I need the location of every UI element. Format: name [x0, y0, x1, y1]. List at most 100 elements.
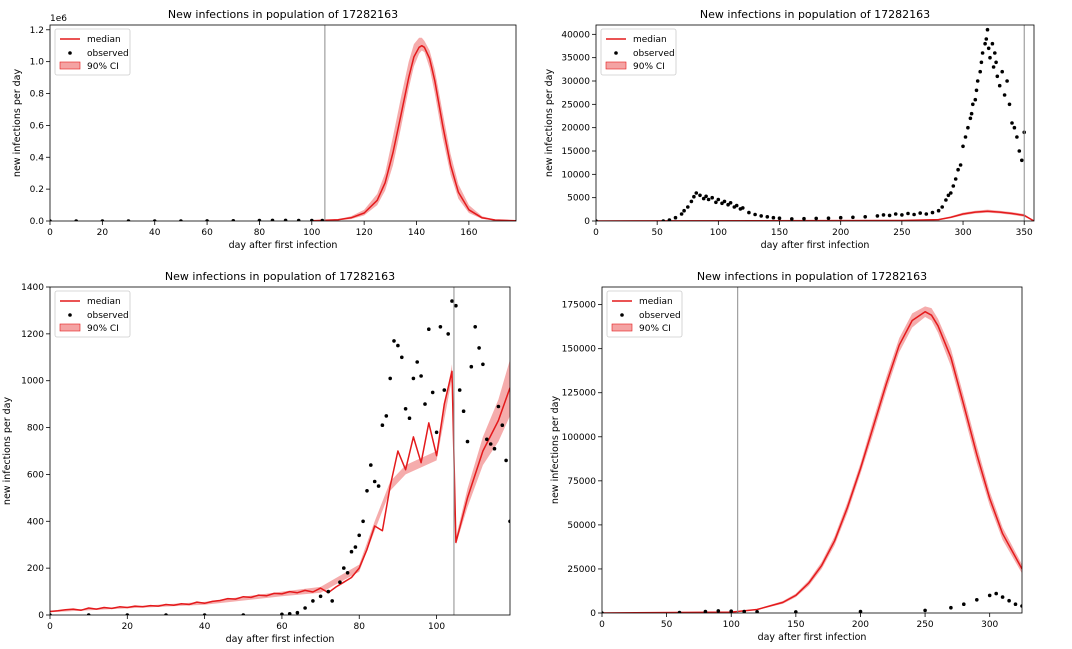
observed-point — [403, 407, 408, 411]
observed-point — [703, 609, 708, 613]
observed-point — [596, 219, 598, 221]
legend-ci-label: 90% CI — [87, 62, 119, 72]
observed-point — [508, 519, 510, 524]
observed-point — [974, 88, 979, 93]
y-tick-label: 175000 — [562, 301, 597, 311]
observed-point — [710, 195, 714, 200]
observed-point — [949, 191, 953, 195]
observed-point — [179, 219, 183, 221]
legend-ci-label: 90% CI — [87, 324, 119, 334]
observed-point — [975, 79, 980, 83]
observed-point — [419, 374, 423, 378]
observed-point — [492, 446, 497, 451]
observed-point — [488, 442, 493, 446]
y-tick-label: 50000 — [567, 521, 596, 531]
observed-point — [434, 430, 439, 435]
observed-point — [504, 458, 508, 463]
observed-point — [701, 196, 706, 201]
observed-point — [1005, 79, 1009, 83]
observed-point — [496, 404, 501, 409]
observed-point — [983, 41, 987, 46]
y-tick-label: 125000 — [562, 389, 597, 399]
observed-point — [457, 388, 462, 392]
x-axis-label: day after first infection — [758, 632, 867, 643]
observed-point — [765, 215, 770, 219]
y-tick-label: 10000 — [561, 170, 590, 180]
observed-point — [975, 598, 979, 602]
chart-panel-top-right: 0 50 100 150 200 250 300 350 0 5000 10000 15000 2000… — [544, 8, 1035, 251]
legend-observed-label: observed — [639, 311, 681, 321]
x-tick-label: 100 — [723, 620, 740, 630]
x-tick-label: 0 — [599, 620, 605, 630]
observed-point — [729, 609, 733, 613]
x-tick-label: 120 — [356, 228, 373, 238]
observed-point — [728, 201, 733, 205]
chart-panel-top-left: 0 20 40 60 80 100 120 140 160 0.0 0.2 0.4 0.6 0.8 1.0 1… — [12, 8, 517, 251]
observed-point — [686, 205, 690, 209]
y-tick-label: 35000 — [561, 54, 590, 64]
observed-point — [318, 594, 323, 599]
y-tick-label: 200 — [27, 564, 44, 574]
observed-point — [969, 111, 974, 116]
observed-point — [1020, 158, 1024, 163]
observed-point — [863, 215, 867, 219]
x-tick-label: 20 — [97, 228, 109, 238]
x-axis-label: day after first infection — [226, 634, 335, 645]
observed-point — [679, 212, 684, 216]
y-tick-label: 15000 — [561, 147, 590, 157]
observed-point — [906, 211, 910, 216]
plot-area — [50, 287, 510, 615]
y-tick-label: 1400 — [21, 283, 44, 293]
observed-point — [454, 303, 458, 308]
y-tick-label: 0 — [38, 611, 44, 621]
observed-point — [694, 191, 699, 195]
observed-point — [698, 193, 702, 198]
observed-point — [446, 332, 451, 336]
observed-point — [990, 41, 995, 46]
plot-frame — [49, 24, 517, 222]
x-tick-label: 100 — [710, 228, 727, 238]
y-tick-label: 0.0 — [30, 217, 45, 227]
observed-point — [677, 610, 682, 613]
chart-panel-bottom-right: 0 50 100 150 200 250 300 0 25000 50000 75000 100000… — [550, 270, 1023, 643]
y-axis-label: new infections per day — [12, 69, 23, 178]
observed-point — [338, 580, 342, 584]
observed-point — [231, 219, 236, 221]
observed-point — [994, 591, 998, 596]
x-tick-label: 20 — [122, 622, 134, 632]
legend-median-label: median — [633, 35, 667, 45]
observed-point — [986, 46, 991, 51]
observed-point — [692, 194, 696, 199]
y-tick-label: 1.2 — [30, 26, 44, 36]
x-tick-label: 250 — [893, 228, 910, 238]
x-tick-label: 250 — [916, 620, 933, 630]
observed-point — [755, 610, 759, 613]
median-line — [602, 310, 1022, 613]
observed-point — [126, 219, 131, 221]
observed-point — [673, 215, 678, 220]
observed-point — [357, 533, 362, 538]
chart-panel-bottom-left: 0 20 40 60 80 1000200400600800100012001400New… — [2, 270, 511, 645]
legend-ci-swatch — [611, 323, 633, 332]
observed-point — [978, 69, 982, 74]
observed-point — [481, 362, 485, 367]
x-tick-label: 40 — [149, 228, 161, 238]
observed-point — [838, 215, 843, 220]
observed-point — [759, 214, 763, 218]
x-tick-label: 50 — [651, 228, 663, 238]
x-axis-label: day after first infection — [229, 240, 338, 251]
observed-point — [485, 437, 489, 442]
observed-point — [794, 610, 798, 613]
observed-point — [320, 218, 325, 221]
observed-point — [997, 83, 1002, 88]
x-tick-label: 80 — [354, 622, 366, 632]
observed-point — [1002, 93, 1007, 97]
y-tick-label: 0.4 — [30, 153, 45, 163]
chart-title: New infections in population of 17282163 — [700, 8, 930, 21]
observed-point — [958, 163, 963, 167]
median-line — [596, 210, 1034, 221]
observed-point — [396, 343, 400, 348]
observed-point — [164, 613, 168, 615]
observed-point — [720, 201, 724, 206]
